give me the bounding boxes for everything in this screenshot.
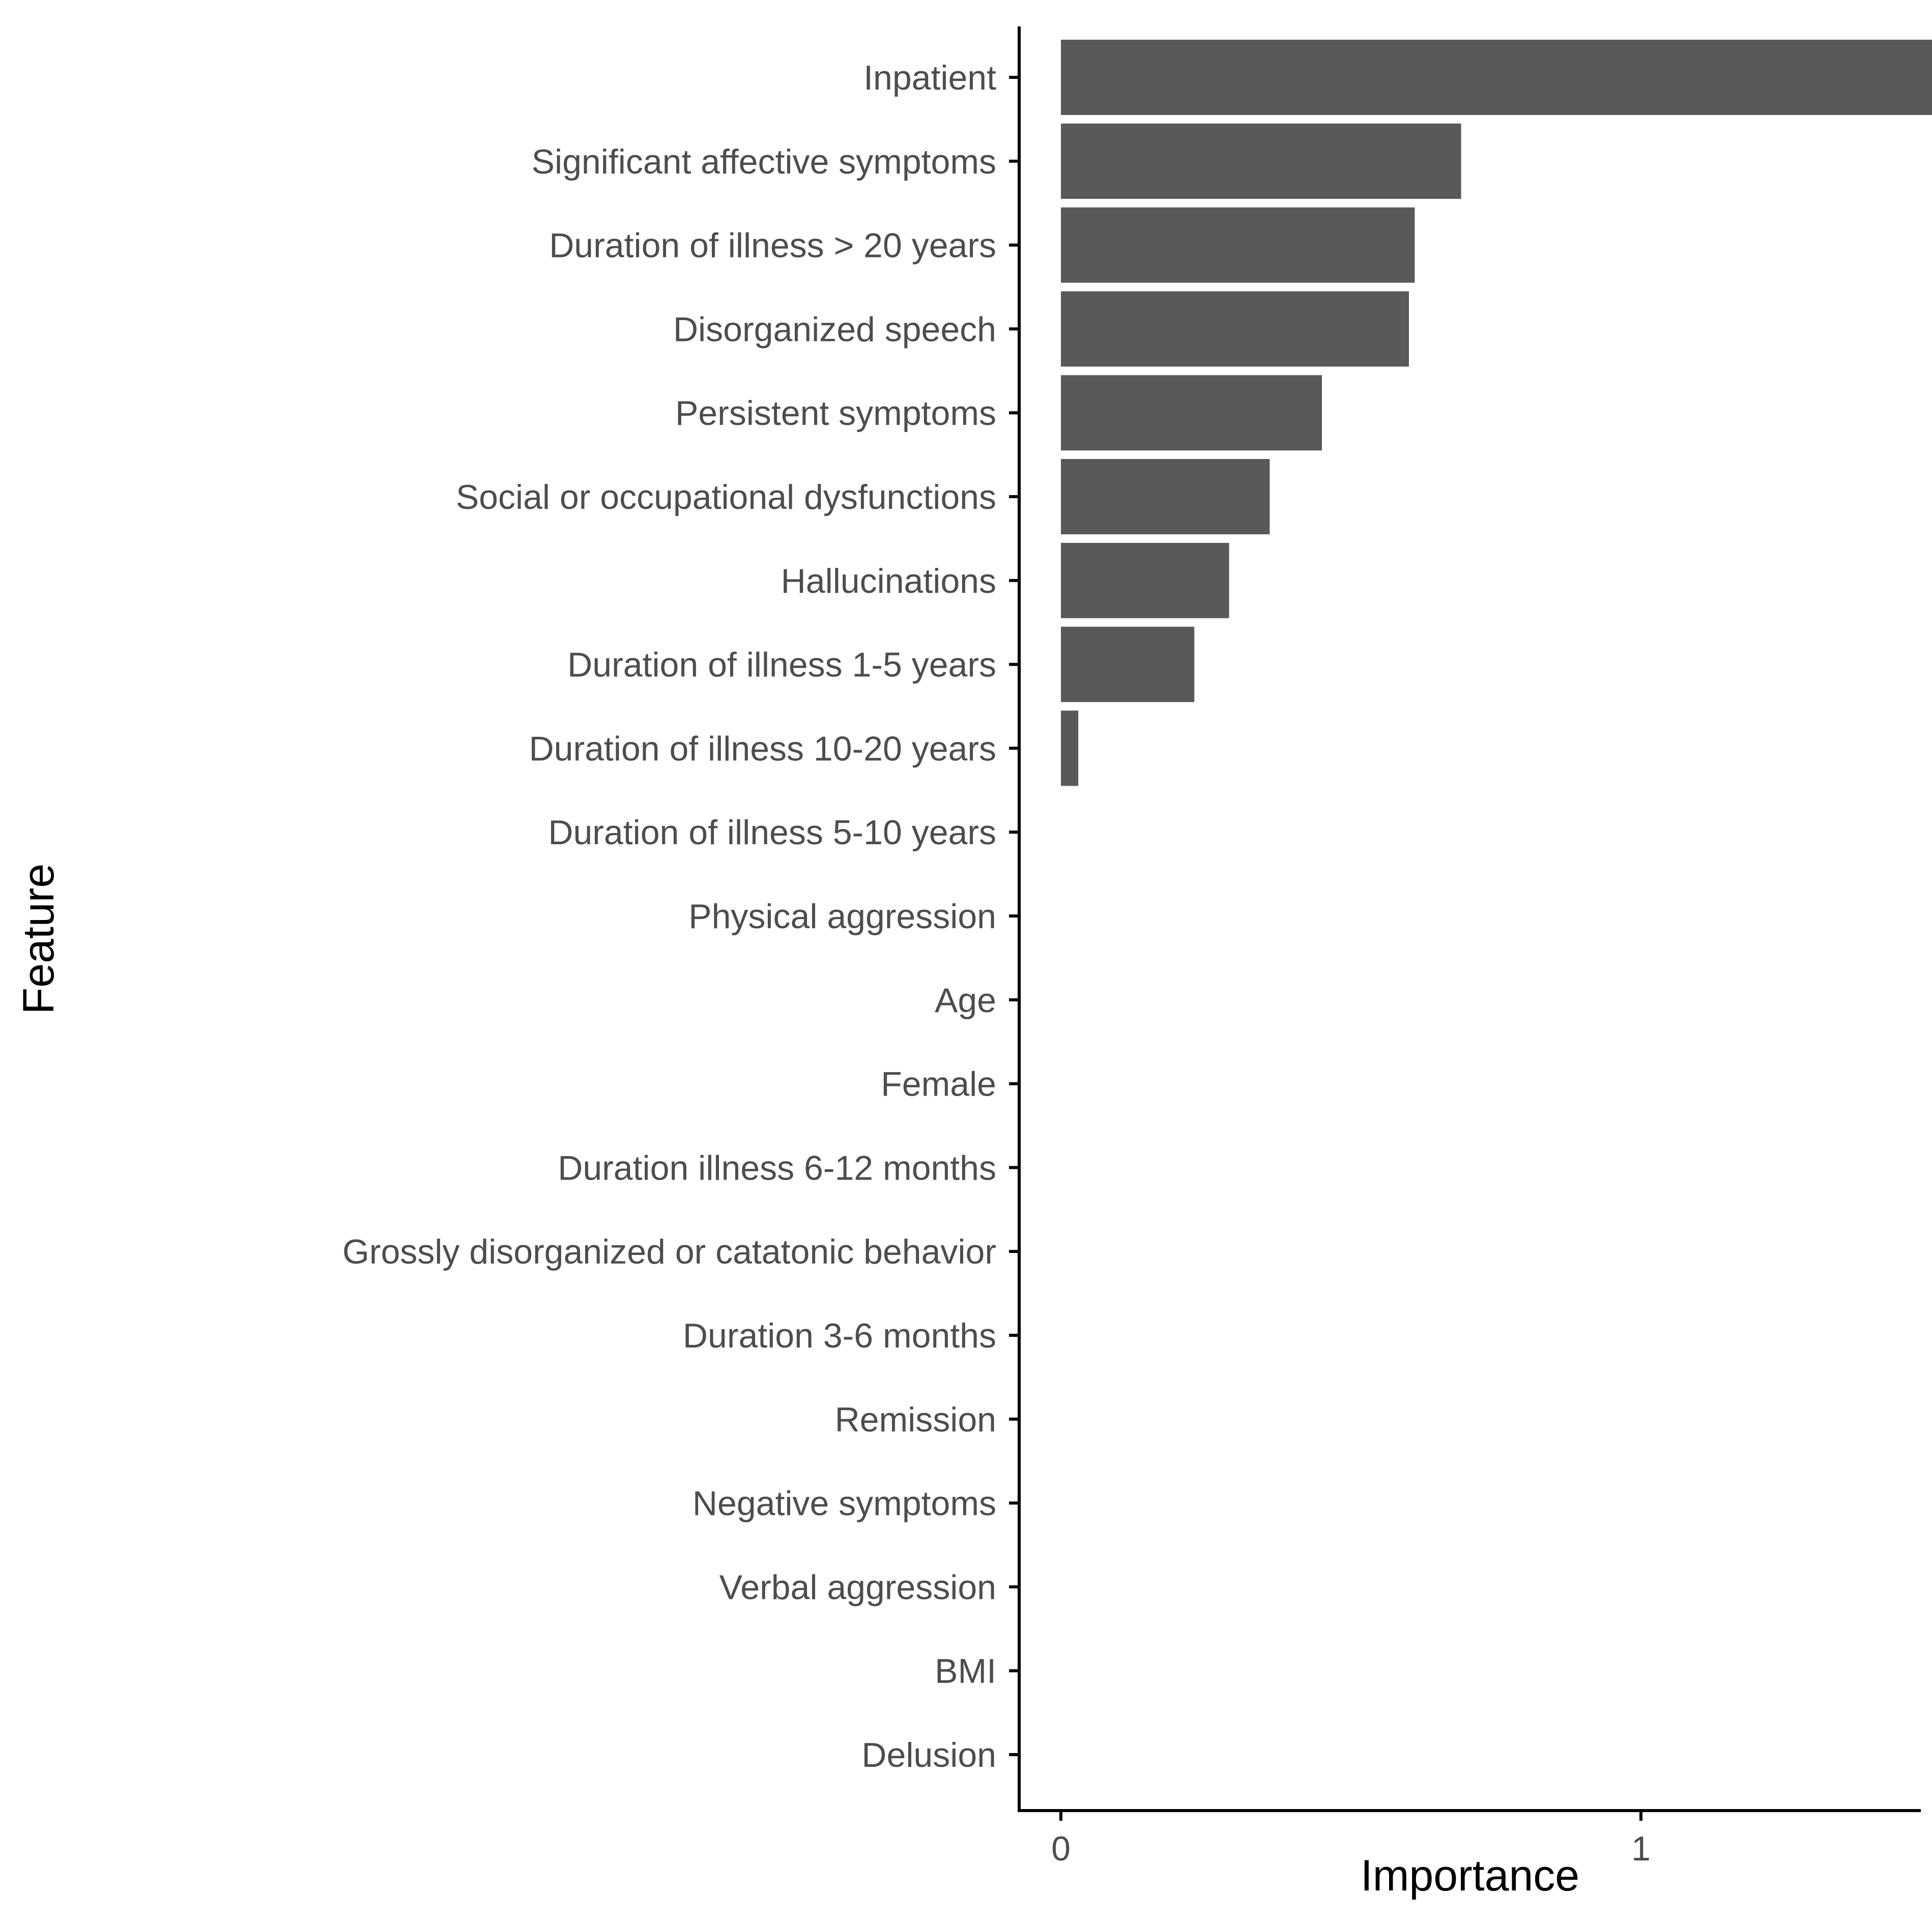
y-tick-label: Duration of illness 5-10 years xyxy=(548,813,996,852)
y-ticks-layer: Inpatient Significant affective symptoms D… xyxy=(342,59,1019,1774)
y-tick-label: Delusion xyxy=(861,1736,996,1774)
y-tick-label: Persistent symptoms xyxy=(675,394,996,433)
y-tick-label: Disorganized speech xyxy=(673,310,996,349)
bar xyxy=(1061,291,1409,367)
bars-layer xyxy=(1061,40,1932,786)
x-ticks-layer: 012 xyxy=(1051,1811,1651,1868)
y-tick-label: BMI xyxy=(935,1652,996,1690)
y-tick-label: Negative symptoms xyxy=(693,1484,996,1523)
bar xyxy=(1061,459,1270,534)
bar xyxy=(1061,626,1195,702)
y-tick-label: Social or occupational dysfunctions xyxy=(456,478,996,517)
bar xyxy=(1061,542,1229,618)
y-tick-label: Grossly disorganized or catatonic behavi… xyxy=(342,1232,996,1271)
y-tick-label: Duration of illness > 20 years xyxy=(549,226,996,265)
y-tick-label: Remission xyxy=(835,1400,996,1439)
bar xyxy=(1061,40,1932,115)
y-tick-label: Age xyxy=(935,981,996,1020)
bar xyxy=(1061,710,1079,786)
y-tick-label: Inpatient xyxy=(863,59,996,97)
x-tick-label: 0 xyxy=(1051,1829,1071,1868)
y-tick-label: Hallucinations xyxy=(781,562,996,600)
y-tick-label: Female xyxy=(881,1065,996,1104)
bar xyxy=(1061,123,1461,199)
x-tick-label: 1 xyxy=(1631,1829,1651,1868)
y-tick-label: Verbal aggression xyxy=(719,1568,996,1607)
bar xyxy=(1061,375,1322,451)
bar xyxy=(1061,207,1415,283)
y-tick-label: Duration illness 6-12 months xyxy=(558,1149,996,1187)
y-tick-label: Physical aggression xyxy=(688,897,996,936)
y-tick-label: Duration of illness 10-20 years xyxy=(529,729,996,768)
x-axis-title: Importance xyxy=(1361,1851,1579,1900)
y-tick-label: Duration of illness 1-5 years xyxy=(567,646,996,684)
y-axis-title: Feature xyxy=(14,864,63,1014)
y-tick-label: Duration 3-6 months xyxy=(683,1316,996,1355)
y-tick-label: Significant affective symptoms xyxy=(532,142,996,181)
